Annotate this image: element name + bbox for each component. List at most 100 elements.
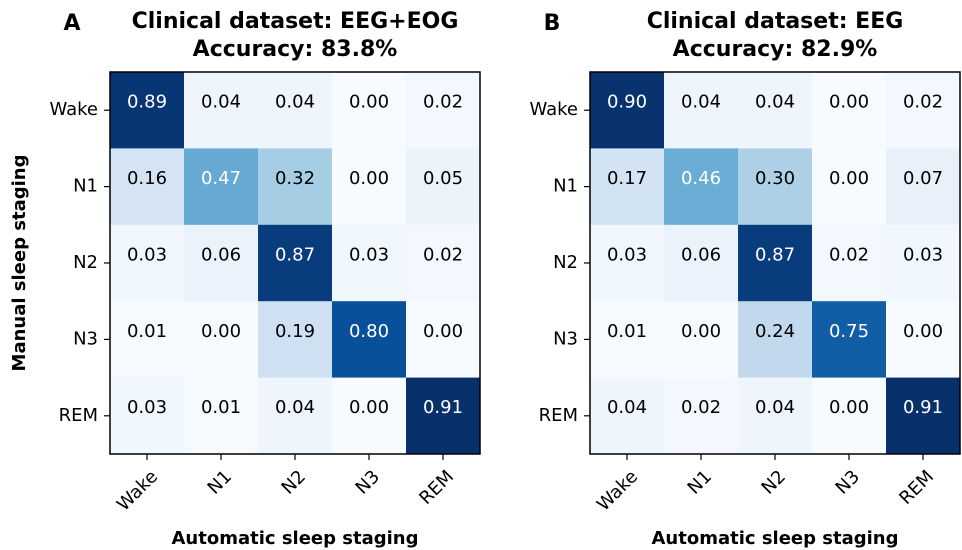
- cell-label: 0.01: [607, 321, 647, 342]
- cell-label: 0.24: [755, 321, 795, 342]
- cell: [664, 224, 739, 302]
- cell: [332, 224, 407, 302]
- cell: [258, 377, 333, 455]
- x-tick-label: Wake: [113, 466, 162, 515]
- chart-title: Clinical dataset: EEG+EOG: [132, 9, 459, 34]
- cell-label: 0.00: [201, 321, 241, 342]
- cell-label: 0.91: [903, 397, 943, 418]
- cell: [664, 377, 739, 455]
- cell-label: 0.00: [829, 168, 869, 189]
- cell: [590, 72, 665, 149]
- y-tick-label: Wake: [529, 99, 578, 120]
- cell: [812, 377, 887, 455]
- cell: [590, 148, 665, 226]
- cell: [184, 72, 259, 149]
- cell-label: 0.80: [349, 321, 389, 342]
- x-tick-label: N1: [684, 466, 716, 498]
- cell-label: 0.04: [275, 397, 315, 418]
- cell-label: 0.00: [829, 92, 869, 113]
- y-tick-label: Wake: [49, 99, 98, 120]
- y-tick-label: REM: [539, 405, 578, 426]
- cell-label: 0.87: [275, 244, 315, 265]
- panel: A Clinical dataset: EEG+EOG Accuracy: 83.8…: [9, 9, 481, 549]
- cell-label: 0.02: [423, 244, 463, 265]
- cell: [738, 224, 813, 302]
- cell-label: 0.00: [829, 397, 869, 418]
- cell: [258, 72, 333, 149]
- cell-label: 0.47: [201, 168, 241, 189]
- panel: B Clinical dataset: EEG Accuracy: 82.9% 0.9…: [529, 9, 961, 549]
- chart-subtitle: Accuracy: 82.9%: [673, 37, 878, 62]
- cell: [738, 301, 813, 379]
- cell: [664, 72, 739, 149]
- cell-label: 0.04: [201, 92, 241, 113]
- cell-label: 0.00: [681, 321, 721, 342]
- cell: [406, 377, 481, 455]
- cell: [590, 224, 665, 302]
- cell-label: 0.04: [755, 92, 795, 113]
- cell-label: 0.05: [423, 168, 463, 189]
- chart-subtitle: Accuracy: 83.8%: [193, 37, 398, 62]
- cell-label: 0.01: [127, 321, 167, 342]
- cell-label: 0.16: [127, 168, 167, 189]
- cell: [258, 224, 333, 302]
- y-tick-label: N3: [553, 328, 578, 349]
- cell-label: 0.01: [201, 397, 241, 418]
- cell: [332, 301, 407, 379]
- cell: [886, 377, 961, 455]
- y-tick-label: N1: [553, 176, 578, 197]
- y-tick-label: N3: [73, 328, 98, 349]
- cell-label: 0.30: [755, 168, 795, 189]
- x-tick-label: N3: [832, 466, 864, 498]
- cell: [258, 301, 333, 379]
- cell-label: 0.03: [903, 244, 943, 265]
- cell: [664, 301, 739, 379]
- x-tick-label: N2: [278, 466, 310, 498]
- cell: [886, 301, 961, 379]
- cell-label: 0.46: [681, 168, 721, 189]
- cell-label: 0.02: [681, 397, 721, 418]
- cell: [110, 72, 185, 149]
- cell-label: 0.06: [681, 244, 721, 265]
- cell: [110, 224, 185, 302]
- panel-label: A: [63, 11, 80, 36]
- cell-label: 0.00: [423, 321, 463, 342]
- cell: [184, 377, 259, 455]
- cell-label: 0.04: [275, 92, 315, 113]
- y-axis-label: Manual sleep staging: [9, 155, 30, 372]
- x-tick-label: N3: [352, 466, 384, 498]
- cell-label: 0.03: [127, 397, 167, 418]
- cell: [664, 148, 739, 226]
- cell: [406, 72, 481, 149]
- x-axis-label: Automatic sleep staging: [172, 528, 419, 549]
- cell-label: 0.00: [349, 397, 389, 418]
- cell-label: 0.04: [681, 92, 721, 113]
- cell: [886, 224, 961, 302]
- cell: [886, 72, 961, 149]
- cell: [590, 301, 665, 379]
- y-tick-label: N1: [73, 176, 98, 197]
- cell-label: 0.02: [423, 92, 463, 113]
- cell-label: 0.00: [349, 92, 389, 113]
- cell: [590, 377, 665, 455]
- panel-label: B: [544, 11, 561, 36]
- cell: [184, 301, 259, 379]
- x-axis-label: Automatic sleep staging: [652, 528, 899, 549]
- cell-label: 0.32: [275, 168, 315, 189]
- cell-label: 0.87: [755, 244, 795, 265]
- cell: [738, 377, 813, 455]
- x-tick-label: Wake: [593, 466, 642, 515]
- cell: [332, 148, 407, 226]
- y-tick-label: REM: [59, 405, 98, 426]
- cell: [406, 301, 481, 379]
- cell-label: 0.02: [829, 244, 869, 265]
- cell-label: 0.06: [201, 244, 241, 265]
- cell-label: 0.00: [349, 168, 389, 189]
- cell: [184, 224, 259, 302]
- cell-label: 0.04: [755, 397, 795, 418]
- cell: [258, 148, 333, 226]
- x-tick-label: REM: [895, 466, 938, 509]
- y-tick-label: N2: [73, 252, 98, 273]
- cell: [738, 148, 813, 226]
- cell-label: 0.17: [607, 168, 647, 189]
